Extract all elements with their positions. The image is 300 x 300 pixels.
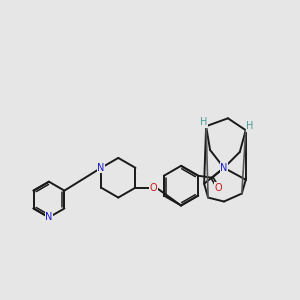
Text: N: N [45,212,52,222]
Text: H: H [246,121,253,131]
Text: N: N [220,163,228,173]
Text: H: H [200,117,208,127]
Text: N: N [98,163,105,173]
Text: O: O [149,183,157,193]
Text: O: O [214,183,222,193]
